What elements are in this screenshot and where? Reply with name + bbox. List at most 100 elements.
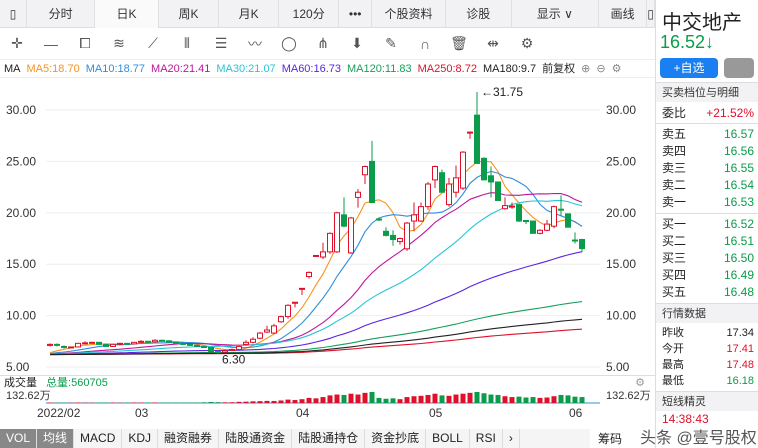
text-icon[interactable]: ☰ xyxy=(214,35,228,51)
candle xyxy=(488,166,494,198)
indicator-tab-5[interactable]: 陆股通资金 xyxy=(219,429,293,448)
more-button[interactable] xyxy=(724,58,754,78)
orderbook-row: 卖二 16.54 xyxy=(656,177,758,194)
indicator-tab-6[interactable]: 陆股通持仓 xyxy=(292,429,366,448)
volume-bar xyxy=(495,394,501,403)
indicator-tab-9[interactable]: RSI xyxy=(470,429,503,448)
volume-bar xyxy=(257,401,263,403)
volume-bar xyxy=(341,394,347,403)
volume-bar xyxy=(292,400,298,403)
ratio-value: +21.52% xyxy=(706,106,754,120)
candle xyxy=(159,339,165,342)
line-icon[interactable]: — xyxy=(44,35,58,52)
volume-bar xyxy=(481,393,487,403)
ma10-line xyxy=(49,170,583,355)
candle xyxy=(369,140,375,204)
x-tick: 03 xyxy=(135,406,149,420)
volume-bar xyxy=(278,400,284,403)
candle xyxy=(47,343,53,347)
fork-icon[interactable]: ⋔ xyxy=(317,35,329,51)
tab-5[interactable]: ••• xyxy=(339,0,373,28)
wave-icon[interactable]: 〰 xyxy=(248,35,262,52)
crosshair-icon[interactable]: ✛ xyxy=(11,35,23,51)
ma30-line xyxy=(49,199,583,355)
tab-4[interactable]: 120分 xyxy=(279,0,340,28)
volume-label: 成交量 xyxy=(4,377,37,389)
plus-circle-icon[interactable]: ⊕ xyxy=(581,63,591,75)
indicator-tab-0[interactable]: VOL xyxy=(0,429,38,448)
tab-8[interactable]: 显示 ∨ xyxy=(512,0,599,28)
quote-row: 最高 17.48 xyxy=(656,357,758,373)
arrow-down-icon[interactable]: ⬇ xyxy=(351,35,363,51)
volume-bar xyxy=(313,398,319,403)
gear-icon[interactable]: ⚙ xyxy=(611,63,622,75)
quote-value: 17.48 xyxy=(726,359,754,371)
panel-toggle-icon[interactable]: ▯ xyxy=(647,0,656,28)
ratio-label: 委比 xyxy=(662,106,687,120)
volume-bar xyxy=(348,393,354,403)
volume-bar xyxy=(208,401,214,403)
minus-circle-icon[interactable]: ⊖ xyxy=(596,63,606,75)
ma-toggle[interactable]: MA xyxy=(4,63,21,75)
tab-7[interactable]: 诊股 xyxy=(446,0,512,28)
indicator-tab-4[interactable]: 融资融券 xyxy=(158,429,220,448)
candle xyxy=(278,315,284,323)
candle xyxy=(467,131,473,139)
adjust-select[interactable]: 前复权 xyxy=(542,63,576,75)
candle xyxy=(502,197,508,210)
tab-1[interactable]: 日K xyxy=(94,0,159,28)
volume-bar xyxy=(327,395,333,403)
candle xyxy=(82,341,88,345)
tab-3[interactable]: 月K xyxy=(219,0,280,28)
y-tick-left: 15.00 xyxy=(6,257,36,271)
volume-bar xyxy=(390,398,396,403)
candle xyxy=(208,346,214,353)
vertical-lines-icon[interactable]: ⦀ xyxy=(183,35,191,51)
candle xyxy=(439,169,445,193)
fan-icon[interactable]: ≋ xyxy=(113,35,125,51)
split-icon[interactable]: ⇹ xyxy=(487,35,499,51)
candle xyxy=(264,325,270,334)
pen-icon[interactable]: ✎ xyxy=(385,35,397,51)
volume-total: 总量:560705 xyxy=(46,377,108,389)
level-price: 16.57 xyxy=(723,127,754,141)
volume-bar xyxy=(453,394,459,403)
quote-label: 最低 xyxy=(662,375,684,387)
orderbook-row: 买四 16.49 xyxy=(656,267,758,284)
indicator-tab-8[interactable]: BOLL xyxy=(426,429,470,448)
segment-icon[interactable]: ⟋ xyxy=(148,35,158,51)
indicator-tab-2[interactable]: MACD xyxy=(74,429,123,448)
tab-6[interactable]: 个股资料 xyxy=(372,0,446,28)
gear-icon[interactable]: ⚙ xyxy=(635,377,645,389)
add-watchlist-button[interactable]: +自选 xyxy=(660,58,718,78)
gear-icon[interactable]: ⚙ xyxy=(520,35,534,51)
candlestick-chart[interactable]: 30.00 30.00 25.00 25.00 20.00 20.00 15.00 15.00… xyxy=(0,78,655,375)
candle xyxy=(103,343,109,347)
sprite-time: 14:38:43 xyxy=(662,412,709,426)
quote-value: 17.41 xyxy=(726,343,754,355)
chip-button[interactable]: 筹码 xyxy=(598,432,623,446)
candle xyxy=(481,157,487,181)
max-price-label: ←31.75 xyxy=(481,85,523,99)
indicator-tab-1[interactable]: 均线 xyxy=(37,429,75,448)
candle xyxy=(124,342,130,345)
y-tick-right: 25.00 xyxy=(606,154,636,168)
indicator-tab-10[interactable]: › xyxy=(503,429,520,448)
volume-bar xyxy=(516,396,522,403)
trash-icon[interactable]: 🗑 xyxy=(450,35,468,51)
right-panel: 中交地产 16.52↓ +自选 买卖档位与明细 委比 +21.52% 卖五 16.5… xyxy=(655,0,758,448)
tab-9[interactable]: 画线 xyxy=(599,0,648,28)
tab-0[interactable]: 分时 xyxy=(27,0,95,28)
sidebar-toggle-icon[interactable]: ▯ xyxy=(0,0,28,28)
candle xyxy=(75,342,81,348)
indicator-tab-3[interactable]: KDJ xyxy=(122,429,159,448)
tab-2[interactable]: 周K xyxy=(159,0,220,28)
rect-icon[interactable]: ⧠ xyxy=(79,35,91,51)
candle xyxy=(397,237,403,245)
volume-bar xyxy=(460,393,466,403)
indicator-tab-7[interactable]: 资金抄底 xyxy=(365,429,427,448)
circle-icon[interactable]: ◯ xyxy=(281,35,297,51)
volume-bar xyxy=(355,394,361,403)
magnet-icon[interactable]: ∩ xyxy=(419,35,431,52)
volume-bar xyxy=(523,397,529,403)
